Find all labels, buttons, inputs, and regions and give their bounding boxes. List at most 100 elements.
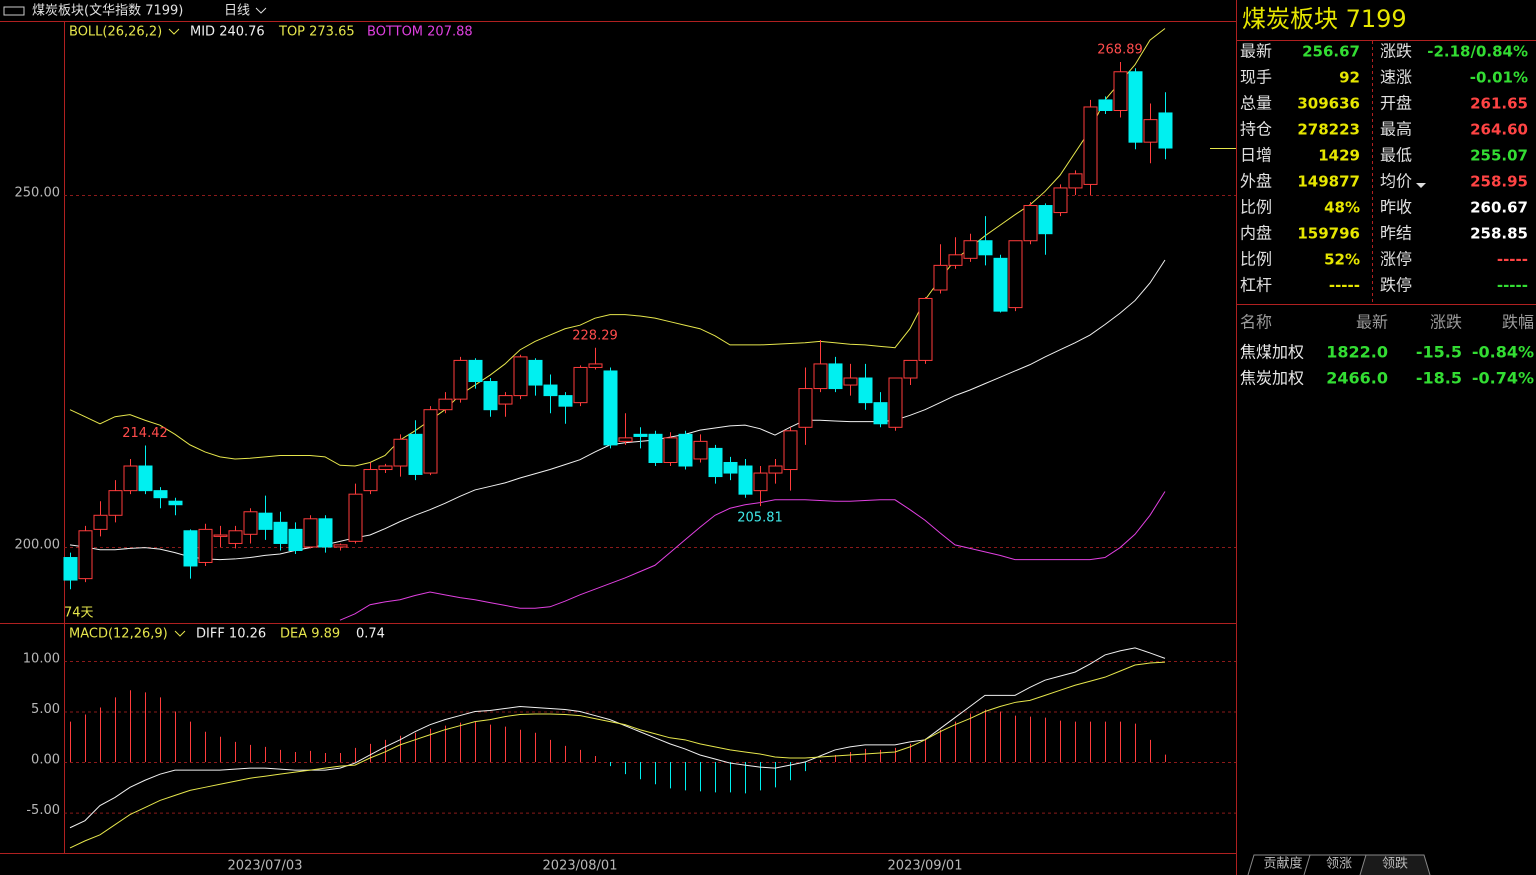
candle-body (363, 469, 378, 492)
quote-value: 1429 (1318, 147, 1360, 165)
quote-label: 跌停 (1380, 276, 1412, 295)
candle-body (153, 490, 168, 499)
candle-body (558, 395, 573, 407)
high-label: 268.89 (1097, 42, 1143, 57)
candle-body (768, 465, 783, 474)
y-tick-label: 10.00 (23, 651, 60, 666)
legend: BOTTOM 207.88 (367, 25, 473, 40)
quote-label: 总量 (1240, 94, 1272, 113)
tab-label[interactable]: 领涨 (1326, 857, 1352, 872)
cell[interactable]: -0.74% (1472, 369, 1534, 388)
days-label: 74天 (64, 606, 94, 621)
quote-value: ----- (1497, 277, 1528, 295)
chevron (174, 630, 186, 637)
cell[interactable]: -18.5 (1416, 369, 1462, 388)
legend[interactable]: BOLL(26,26,2) (69, 25, 162, 40)
quote-label: 最高 (1380, 120, 1412, 139)
quote-label: 持仓 (1240, 120, 1272, 139)
candle-body (63, 557, 78, 581)
candle-body (573, 366, 588, 404)
quote-value: 149877 (1297, 173, 1360, 191)
candle-body (273, 521, 288, 544)
candle-body (258, 512, 273, 530)
cell[interactable]: 焦煤加权 (1240, 343, 1304, 362)
dropdown-arrow[interactable] (1416, 183, 1426, 188)
candle-body (303, 518, 318, 548)
candle-body (138, 465, 153, 492)
column-header: 最新 (1356, 313, 1388, 332)
quote-label: 涨停 (1380, 250, 1412, 269)
quote-value: 258.85 (1470, 225, 1528, 243)
low-label: 205.81 (737, 511, 783, 526)
candle-body (168, 500, 183, 506)
candle-body (1053, 187, 1068, 214)
legend[interactable]: MACD(12,26,9) (69, 627, 168, 642)
candle-body (678, 433, 693, 467)
candle-body (183, 530, 198, 567)
candle-body (318, 518, 333, 548)
quote-label: 现手 (1240, 68, 1272, 87)
column-header: 跌幅 (1502, 313, 1534, 332)
y-tick-label: 0.00 (31, 753, 60, 768)
tab[interactable] (1359, 854, 1431, 875)
candle-body (1038, 205, 1053, 235)
tab-label[interactable]: 贡献度 (1263, 856, 1302, 872)
quote-value: 261.65 (1470, 95, 1528, 113)
legend: DEA 9.89 (280, 627, 340, 642)
column-header: 名称 (1240, 313, 1272, 332)
cell[interactable]: 1822.0 (1326, 343, 1388, 362)
candle-body (1158, 112, 1173, 149)
candle-body (528, 359, 543, 386)
candle-body (663, 437, 678, 463)
quote-label: 昨结 (1380, 224, 1412, 243)
candle-body (798, 388, 813, 428)
quote-label: 内盘 (1240, 224, 1272, 243)
candle-body (933, 264, 948, 291)
cell[interactable]: 焦炭加权 (1240, 369, 1304, 388)
candle-body (888, 377, 903, 428)
quote-value: -0.01% (1470, 69, 1528, 87)
candle-body (1128, 71, 1143, 143)
chevron (255, 7, 267, 14)
candle-body (993, 257, 1008, 312)
candle-body (843, 377, 858, 386)
quote-value: 260.67 (1470, 199, 1528, 217)
quote-label: 日增 (1240, 146, 1272, 165)
quote-label: 比例 (1240, 250, 1272, 269)
quote-label: 昨收 (1380, 198, 1412, 217)
candle-body (783, 430, 798, 471)
cell[interactable]: 2466.0 (1326, 369, 1388, 388)
indicator-line (339, 491, 1166, 621)
quote-value: 92 (1339, 69, 1360, 87)
tab-label[interactable]: 领跌 (1382, 856, 1408, 872)
quote-value: 264.60 (1470, 121, 1528, 139)
candle-body (408, 433, 423, 475)
quote-label: 涨跌 (1380, 42, 1412, 61)
candle-body (108, 490, 123, 516)
period[interactable]: 日线 (224, 4, 250, 19)
candle-body (1098, 99, 1113, 111)
quote-value: ----- (1497, 251, 1528, 269)
candle-body (123, 465, 138, 492)
candle-body (753, 472, 768, 492)
cell[interactable]: -15.5 (1416, 343, 1462, 362)
high-label: 214.42 (122, 426, 168, 441)
indicator-line (69, 28, 1166, 467)
candle-body (708, 447, 723, 478)
candle-body (468, 359, 483, 383)
candle-body (1083, 106, 1098, 185)
candle-body (93, 514, 108, 530)
legend: TOP 273.65 (278, 25, 355, 40)
y-tick-label: 250.00 (15, 185, 61, 200)
candle-body (393, 438, 408, 467)
cell[interactable]: -0.84% (1472, 343, 1534, 362)
candle-body (498, 395, 513, 405)
quote-value: ----- (1329, 277, 1360, 295)
quote-label: 开盘 (1380, 94, 1412, 113)
quote-label: 杠杆 (1240, 276, 1272, 295)
chevron (168, 28, 180, 35)
quote-label: 最低 (1380, 146, 1412, 165)
candle-body (438, 398, 453, 411)
top-bar: 煤炭板块(文华指数 7199) 日线 (3, 4, 267, 19)
candle-body (693, 440, 708, 460)
